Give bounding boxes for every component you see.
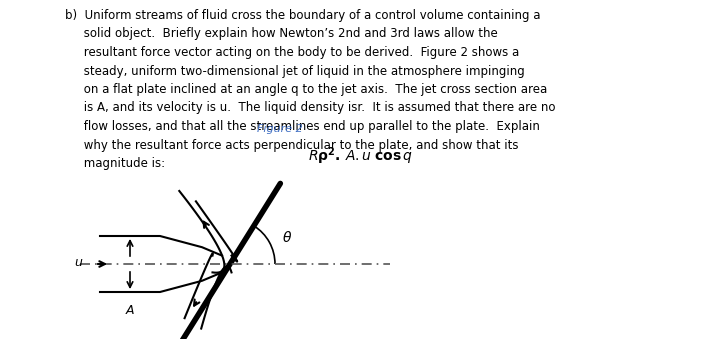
- Text: u: u: [74, 256, 82, 268]
- Text: b)  Uniform streams of fluid cross the boundary of a control volume containing a: b) Uniform streams of fluid cross the bo…: [65, 9, 556, 170]
- Text: A: A: [126, 304, 134, 317]
- Text: Figure 2: Figure 2: [257, 124, 303, 134]
- Text: $\mathbf{\mathit{R}}\mathbf{\rho}^{\mathbf{2}}\mathbf{.}\,\mathbf{\mathit{A.u}}\: $\mathbf{\mathit{R}}\mathbf{\rho}^{\math…: [307, 145, 413, 167]
- Text: θ: θ: [282, 231, 291, 245]
